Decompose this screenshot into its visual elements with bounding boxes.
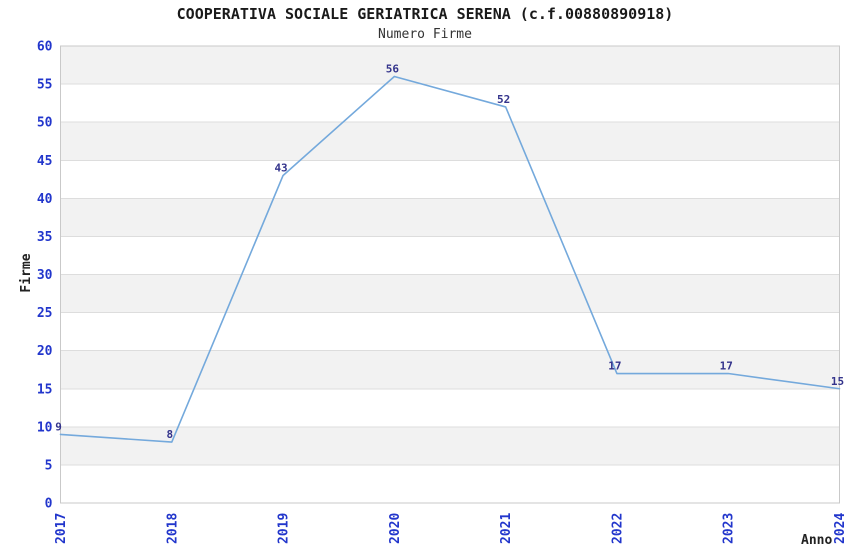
plot-band xyxy=(60,312,840,351)
x-axis-title: Anno xyxy=(801,533,833,548)
data-label: 9 xyxy=(55,420,62,433)
data-label: 15 xyxy=(831,375,844,388)
x-tick-label: 2024 xyxy=(833,513,848,544)
y-tick-label: 15 xyxy=(37,382,53,397)
plot-band xyxy=(60,388,840,427)
y-tick-label: 35 xyxy=(37,230,53,245)
plot-band xyxy=(60,46,840,85)
plot-band xyxy=(60,160,840,199)
x-tick-label: 2017 xyxy=(54,513,69,544)
plot-band xyxy=(60,84,840,123)
y-tick-label: 60 xyxy=(37,40,53,55)
x-tick-label: 2018 xyxy=(165,513,180,544)
plot-band xyxy=(60,122,840,161)
y-tick-label: 10 xyxy=(37,420,53,435)
x-tick-label: 2023 xyxy=(722,513,737,544)
y-tick-label: 0 xyxy=(45,497,53,512)
y-tick-label: 25 xyxy=(37,306,53,321)
data-label: 52 xyxy=(497,93,510,106)
y-tick-label: 55 xyxy=(37,78,53,93)
x-tick-label: 2021 xyxy=(499,513,514,544)
y-tick-label: 30 xyxy=(37,268,53,283)
y-tick-label: 20 xyxy=(37,344,53,359)
y-tick-label: 50 xyxy=(37,116,53,131)
y-tick-label: 40 xyxy=(37,192,53,207)
data-label: 17 xyxy=(720,360,733,373)
chart-subtitle: Numero Firme xyxy=(378,27,472,42)
data-label: 8 xyxy=(166,428,173,441)
chart-title: COOPERATIVA SOCIALE GERIATRICA SERENA (c… xyxy=(176,5,674,23)
x-tick-label: 2022 xyxy=(610,513,625,544)
data-label: 17 xyxy=(608,360,621,373)
y-tick-label: 5 xyxy=(45,458,53,473)
x-tick-label: 2019 xyxy=(277,513,292,544)
x-tick-label: 2020 xyxy=(388,513,403,544)
plot-band xyxy=(60,274,840,313)
data-label: 56 xyxy=(386,62,400,75)
plot-band xyxy=(60,426,840,465)
y-axis-title: Firme xyxy=(19,253,34,293)
y-tick-label: 45 xyxy=(37,154,53,169)
series-line xyxy=(59,75,841,443)
data-label: 43 xyxy=(274,161,287,174)
plot-band xyxy=(60,198,840,237)
plot-band xyxy=(60,236,840,275)
plot-band xyxy=(60,350,840,389)
plot-band xyxy=(60,464,840,503)
plot-border xyxy=(60,45,840,504)
